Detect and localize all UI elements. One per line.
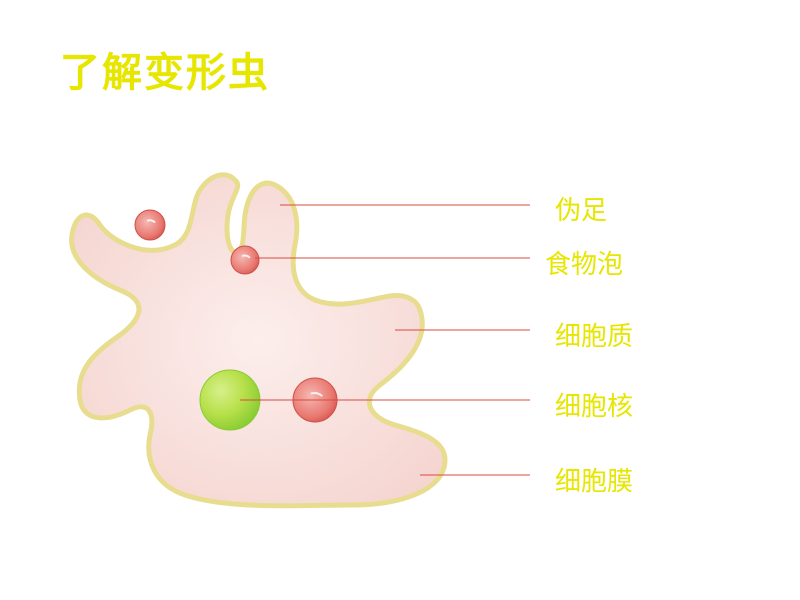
amoeba-body: [72, 175, 445, 506]
diagram-label: 细胞核: [555, 386, 633, 423]
diagram-label: 伪足: [555, 190, 607, 227]
diagram-label: 食物泡: [545, 244, 623, 281]
food-vacuole: [231, 246, 259, 274]
food-vacuole: [135, 210, 165, 240]
diagram-label: 细胞质: [555, 316, 633, 353]
diagram-label: 细胞膜: [555, 461, 633, 498]
page-title: 了解变形虫: [60, 40, 270, 98]
